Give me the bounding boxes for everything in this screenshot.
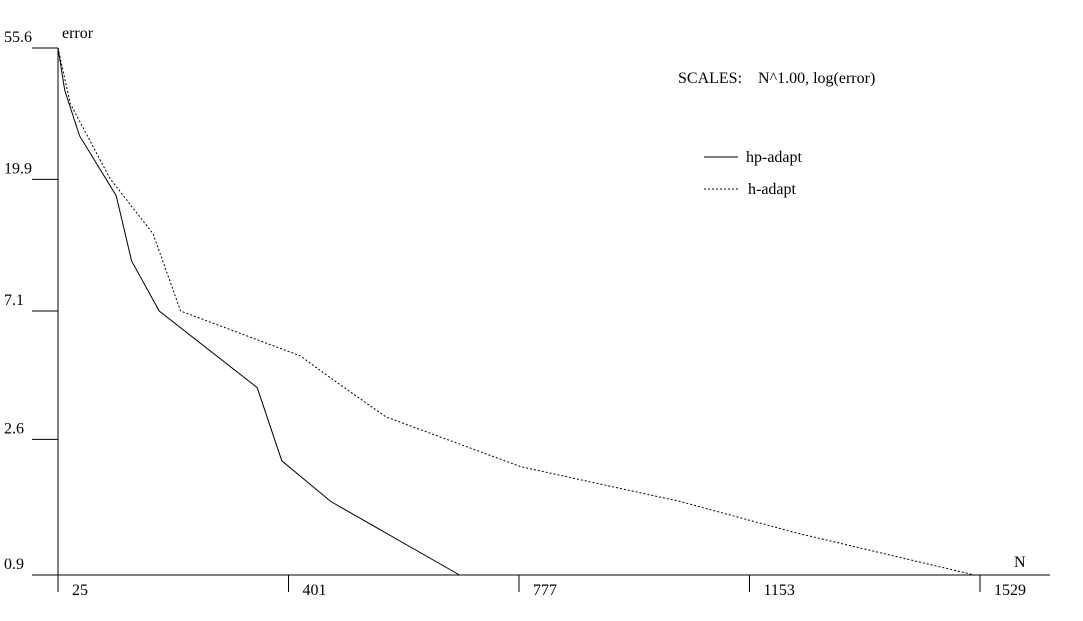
series-line-hp-adapt (57, 47, 460, 576)
x-tick-label-1: 401 (303, 582, 327, 599)
x-ticks: 25 401 777 1153 1529 (57, 575, 1026, 599)
legend-label-hp-adapt: hp-adapt (746, 149, 803, 166)
y-tick-label-2: 7.1 (4, 292, 24, 309)
y-tick-label-4: 55.6 (4, 29, 32, 46)
series-line-h-adapt (57, 47, 975, 576)
x-tick-label-4: 1529 (994, 582, 1026, 599)
x-tick-label-2: 777 (533, 582, 557, 599)
scales-annotation: SCALES: N^1.00, log(error) (678, 70, 875, 87)
y-ticks: 0.9 2.6 7.1 19.9 55.6 (4, 29, 58, 576)
y-tick-label-0: 0.9 (4, 556, 24, 573)
x-axis-title: N (1014, 554, 1026, 571)
legend: hp-adapt h-adapt (704, 149, 803, 198)
y-tick-label-1: 2.6 (4, 420, 24, 437)
y-axis-title: error (62, 25, 94, 42)
x-tick-label-3: 1153 (764, 582, 795, 599)
legend-label-h-adapt: h-adapt (748, 181, 797, 198)
y-tick-label-3: 19.9 (4, 160, 32, 177)
x-tick-label-0: 25 (72, 582, 88, 599)
series-layer (57, 47, 975, 576)
